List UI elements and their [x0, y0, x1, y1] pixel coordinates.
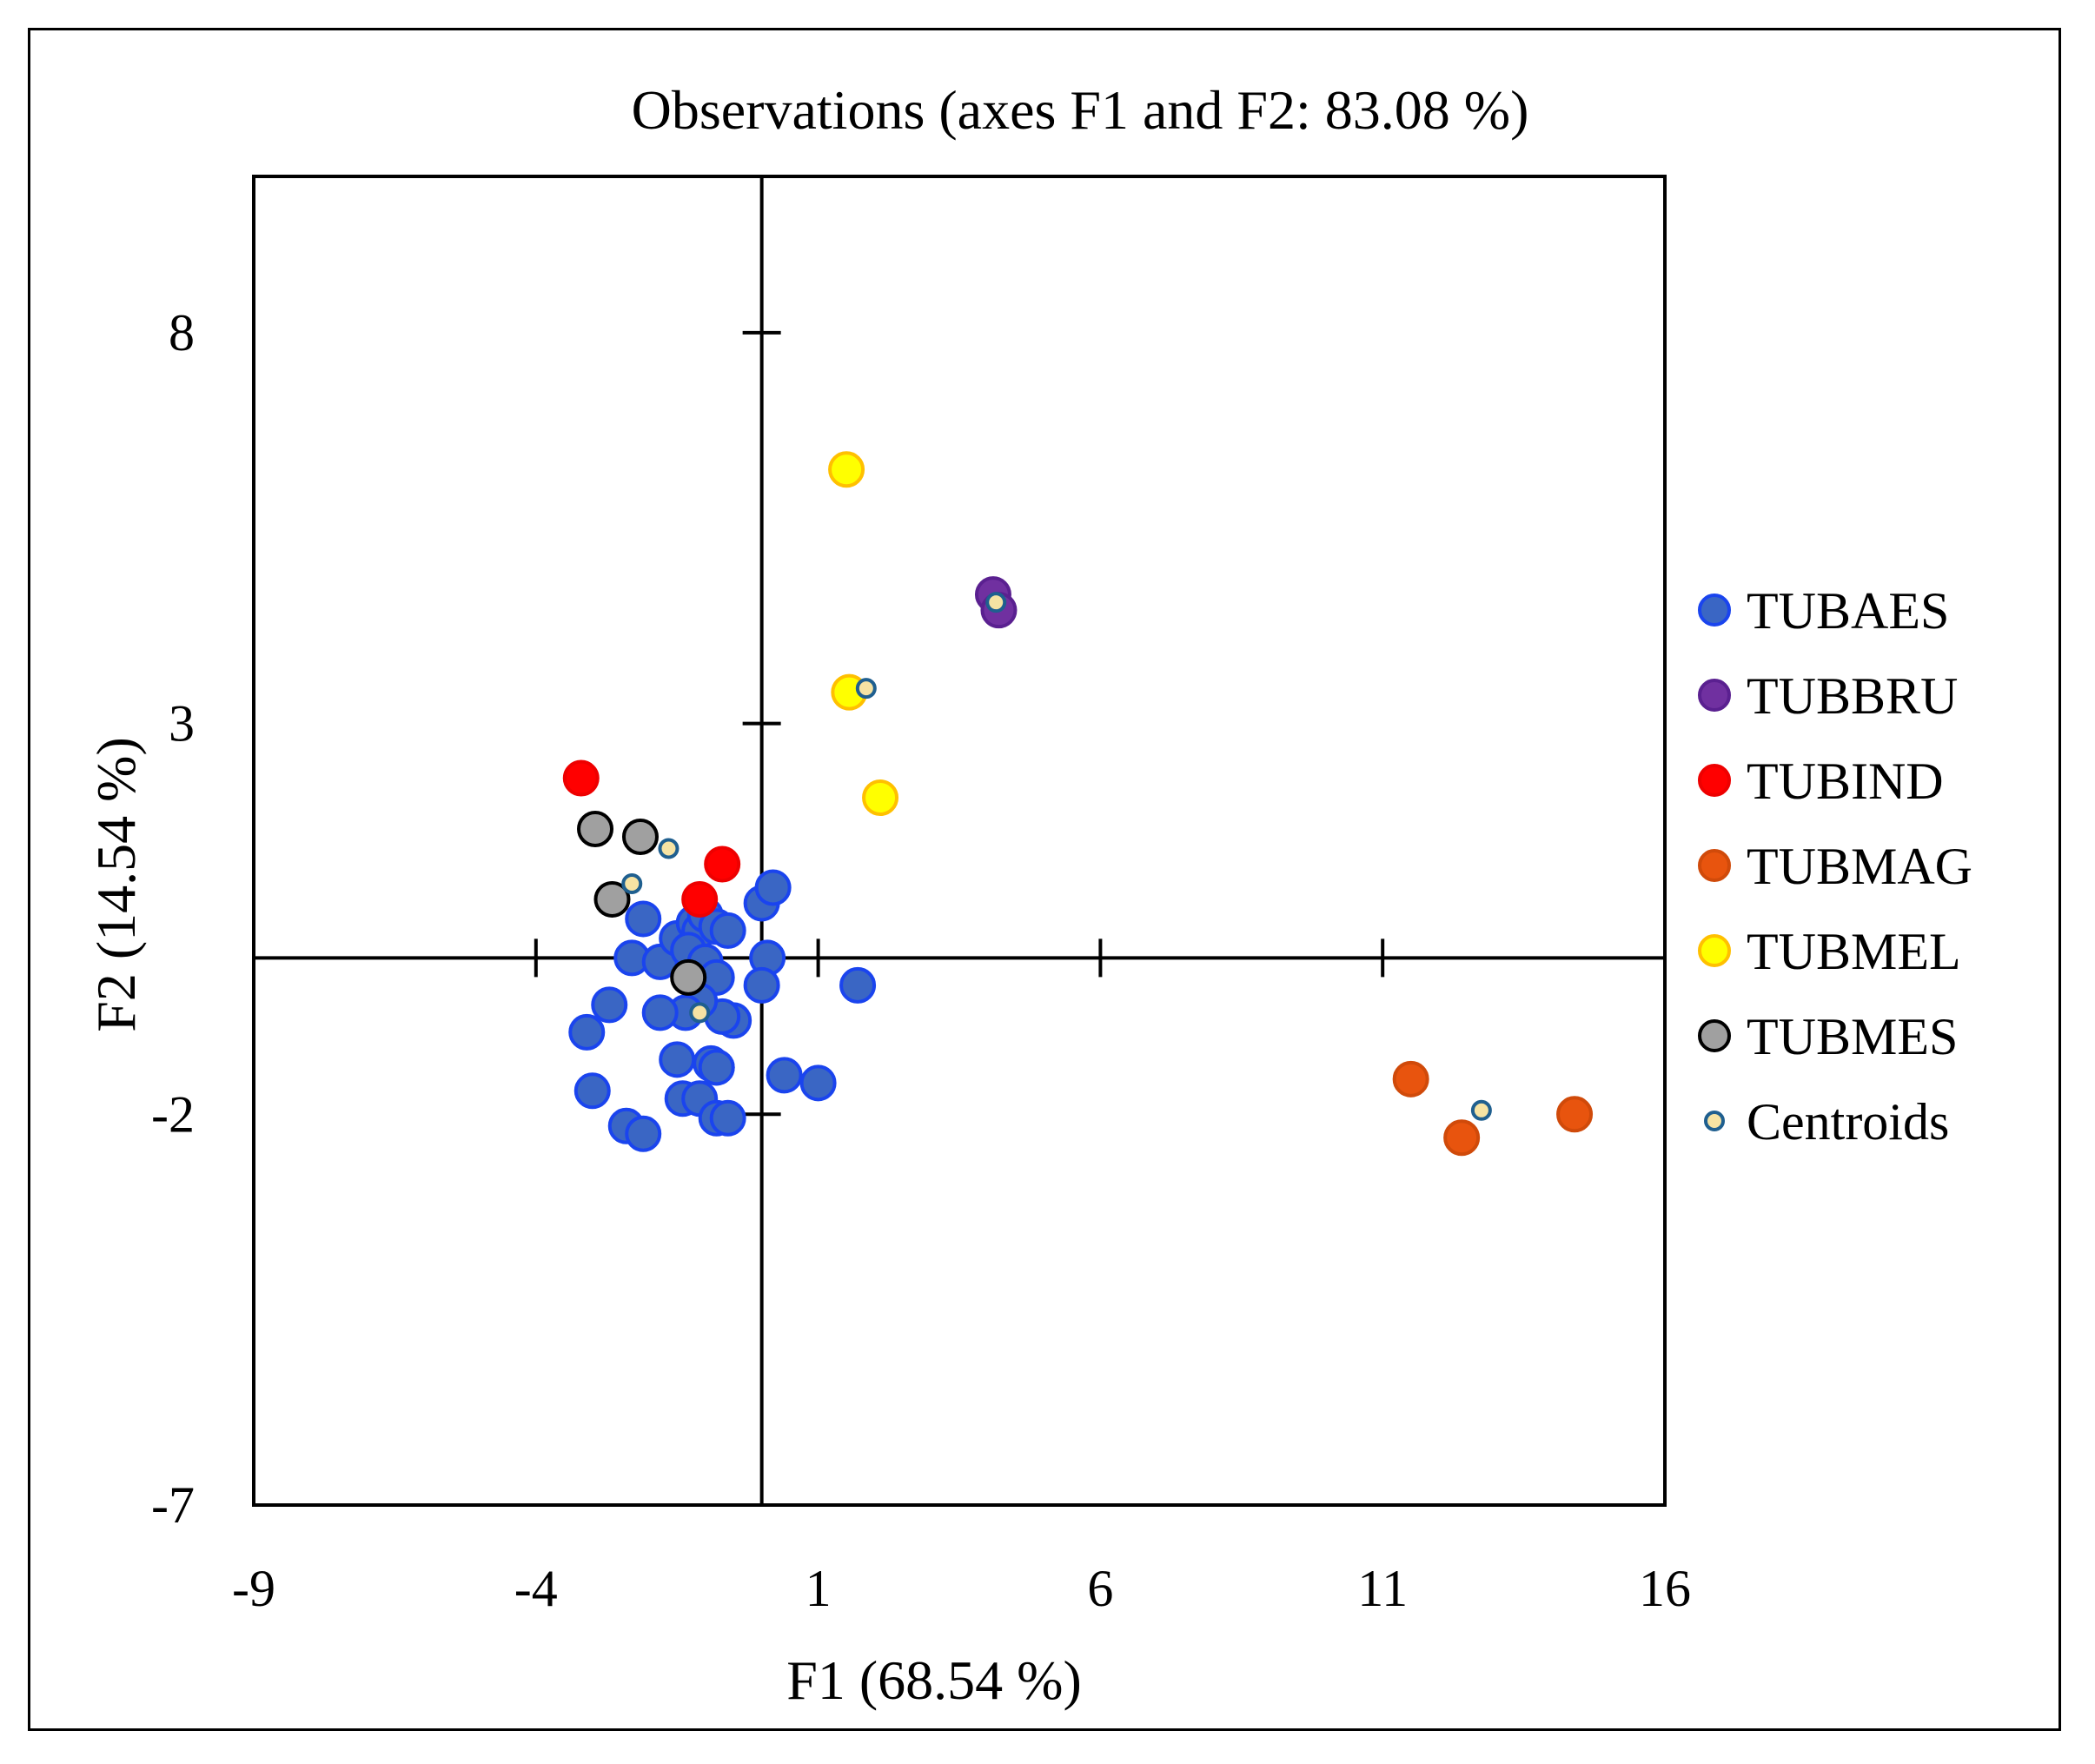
- x-tick-label: 6: [1087, 1560, 1113, 1617]
- legend-label-tubbru: TUBBRU: [1747, 667, 1958, 725]
- point-tubmag: [1392, 1060, 1429, 1098]
- y-axis-label: F2 (14.54 %): [85, 737, 147, 1032]
- x-tick-label: -9: [232, 1560, 275, 1617]
- x-tick-label: 11: [1357, 1560, 1408, 1617]
- legend-label-tubmag: TUBMAG: [1747, 838, 1972, 895]
- legend-label-centroids: Centroids: [1747, 1093, 1949, 1151]
- plot-area: [252, 175, 1667, 1507]
- legend-marker-tubbru: [1698, 679, 1731, 712]
- point-tubmes: [621, 819, 659, 856]
- point-tubmag: [1443, 1119, 1481, 1157]
- x-axis-label: F1 (68.54 %): [786, 1649, 1082, 1711]
- point-tubaes: [625, 900, 662, 938]
- point-tubaes: [754, 869, 792, 906]
- point-tubind: [681, 880, 719, 918]
- point-centroids: [985, 592, 1007, 613]
- point-tubaes: [766, 1057, 803, 1094]
- y-tick-label: 8: [169, 304, 195, 361]
- point-tubaes: [591, 986, 628, 1024]
- point-tubaes: [799, 1064, 837, 1102]
- point-tubaes: [839, 966, 877, 1004]
- point-tubaes: [743, 966, 780, 1004]
- legend-marker-tubind: [1698, 764, 1731, 797]
- point-tubaes: [573, 1072, 611, 1110]
- x-tick-label: -4: [514, 1560, 558, 1617]
- legend-marker-tubaes: [1698, 594, 1731, 627]
- legend-label-tubmel: TUBMEL: [1747, 923, 1961, 980]
- y-tick-label: 3: [169, 695, 195, 753]
- y-tick-label: -2: [151, 1085, 195, 1143]
- point-tubmes: [670, 958, 707, 996]
- legend-label-tubind: TUBIND: [1747, 753, 1944, 810]
- legend: TUBAES TUBBRU TUBIND TUBMAG TUBMEL TUBMES Cent…: [1698, 582, 1972, 1151]
- legend-marker-tubmes: [1698, 1019, 1731, 1052]
- legend-label-tubmes: TUBMES: [1747, 1008, 1958, 1065]
- point-tubaes: [625, 1115, 662, 1152]
- point-tubind: [704, 846, 741, 883]
- point-tubaes: [659, 1041, 696, 1078]
- point-tubmel: [862, 779, 899, 817]
- x-tick-label: 1: [806, 1560, 832, 1617]
- legend-marker-tubmag: [1698, 849, 1731, 882]
- point-tubaes: [709, 1099, 746, 1137]
- legend-marker-tubmel: [1698, 934, 1731, 967]
- point-tubaes: [641, 994, 679, 1031]
- point-tubaes: [709, 912, 746, 949]
- legend-marker-centroids: [1704, 1111, 1725, 1131]
- point-centroids: [855, 678, 877, 700]
- point-tubmel: [828, 451, 865, 488]
- point-centroids: [621, 872, 643, 894]
- point-tubaes: [568, 1013, 606, 1051]
- tick-labels: -9 -4 1 6 11 16-7-238: [151, 304, 1691, 1617]
- data-points: [562, 451, 1594, 1157]
- chart-title: Observations (axes F1 and F2: 83.08 %): [632, 79, 1529, 141]
- point-centroids: [658, 838, 680, 859]
- point-tubmes: [577, 811, 614, 848]
- y-tick-label: -7: [151, 1476, 195, 1534]
- point-centroids: [1470, 1099, 1492, 1121]
- point-tubind: [562, 759, 600, 797]
- legend-label-tubaes: TUBAES: [1747, 582, 1949, 640]
- x-tick-label: 16: [1639, 1560, 1691, 1617]
- point-tubmes: [593, 880, 631, 918]
- point-tubaes: [698, 1049, 735, 1086]
- axes-layer: [254, 176, 1665, 1505]
- point-centroids: [689, 1002, 711, 1024]
- point-tubmag: [1556, 1096, 1594, 1133]
